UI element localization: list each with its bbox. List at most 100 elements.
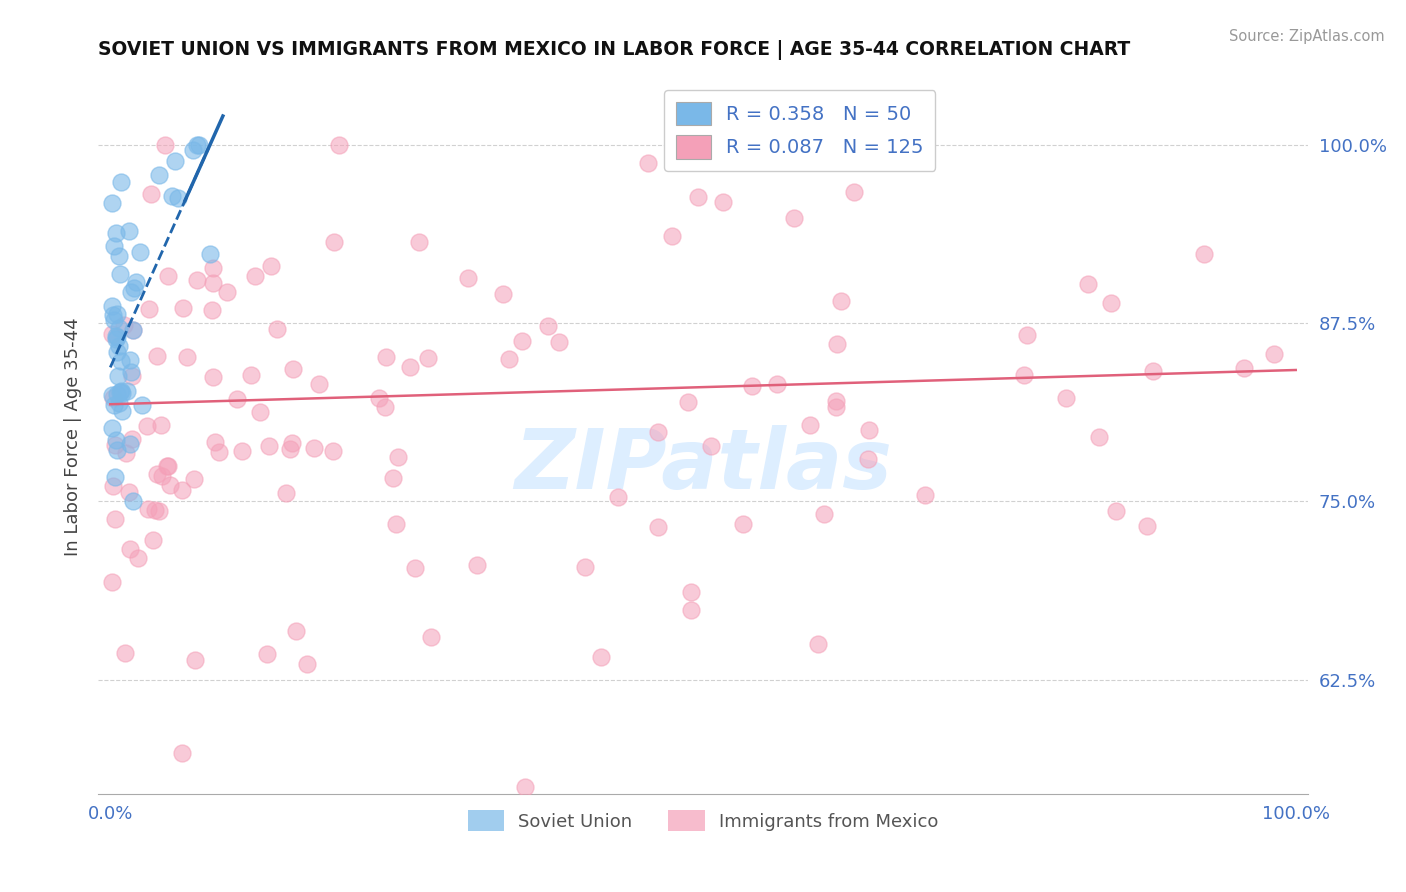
Point <box>121 324 143 338</box>
Point <box>681 585 703 599</box>
Point <box>145 349 167 363</box>
Point <box>813 508 835 522</box>
Point <box>711 194 734 209</box>
Point <box>852 137 875 152</box>
Point <box>1077 277 1099 292</box>
Point <box>103 479 125 493</box>
Point <box>457 271 479 285</box>
Point <box>1017 327 1039 342</box>
Point <box>1105 504 1128 518</box>
Point <box>148 504 170 518</box>
Point <box>276 486 298 500</box>
Point <box>103 313 125 327</box>
Point <box>105 329 128 343</box>
Point <box>165 153 187 168</box>
Point <box>114 646 136 660</box>
Point <box>1233 361 1256 376</box>
Point <box>647 425 669 440</box>
Point <box>108 395 131 409</box>
Point <box>120 365 142 379</box>
Point <box>105 330 128 344</box>
Point <box>385 516 408 531</box>
Point <box>240 368 263 383</box>
Point <box>110 384 132 399</box>
Point <box>127 551 149 566</box>
Point <box>399 359 422 374</box>
Point <box>101 299 124 313</box>
Point <box>323 235 346 249</box>
Point <box>606 491 628 505</box>
Point <box>176 350 198 364</box>
Point <box>498 352 520 367</box>
Point <box>156 268 179 283</box>
Point <box>110 386 132 401</box>
Point <box>328 137 350 152</box>
Legend: Soviet Union, Immigrants from Mexico: Soviet Union, Immigrants from Mexico <box>460 803 946 838</box>
Point <box>513 780 536 794</box>
Point <box>115 446 138 460</box>
Point <box>1194 246 1216 260</box>
Point <box>382 471 405 485</box>
Point <box>181 143 204 157</box>
Point <box>387 450 409 464</box>
Point <box>647 520 669 534</box>
Point <box>249 405 271 419</box>
Point <box>167 191 190 205</box>
Point <box>172 746 194 760</box>
Point <box>681 603 703 617</box>
Point <box>104 332 127 346</box>
Point <box>153 137 176 152</box>
Point <box>322 444 344 458</box>
Point <box>121 369 143 384</box>
Point <box>420 630 443 644</box>
Point <box>243 268 266 283</box>
Point <box>145 467 167 482</box>
Point <box>465 558 488 573</box>
Point <box>105 387 128 401</box>
Point <box>170 483 193 498</box>
Point <box>285 624 308 638</box>
Point <box>807 637 830 651</box>
Point <box>283 361 305 376</box>
Point <box>1054 392 1077 406</box>
Point <box>280 442 302 456</box>
Point <box>105 227 128 241</box>
Point <box>118 352 141 367</box>
Point <box>914 488 936 502</box>
Point <box>143 503 166 517</box>
Point <box>201 302 224 317</box>
Point <box>266 322 288 336</box>
Point <box>136 502 159 516</box>
Text: Source: ZipAtlas.com: Source: ZipAtlas.com <box>1229 29 1385 44</box>
Point <box>108 385 131 400</box>
Point <box>589 649 612 664</box>
Point <box>110 353 132 368</box>
Point <box>112 318 135 332</box>
Point <box>101 388 124 402</box>
Point <box>115 384 138 398</box>
Point <box>830 294 852 309</box>
Point <box>104 437 127 451</box>
Text: ZIPatlas: ZIPatlas <box>515 425 891 506</box>
Point <box>107 339 129 353</box>
Point <box>105 443 128 458</box>
Point <box>101 327 124 342</box>
Point <box>765 377 787 392</box>
Point <box>404 560 426 574</box>
Point <box>120 285 142 299</box>
Point <box>226 392 249 406</box>
Point <box>574 560 596 574</box>
Point <box>184 653 207 667</box>
Point <box>856 451 879 466</box>
Point <box>256 647 278 661</box>
Point <box>105 306 128 320</box>
Point <box>103 398 125 412</box>
Point <box>159 477 181 491</box>
Point <box>700 439 723 453</box>
Point <box>148 169 170 183</box>
Point <box>548 335 571 350</box>
Point <box>208 445 231 459</box>
Point <box>1263 347 1285 361</box>
Point <box>156 459 179 474</box>
Point <box>107 368 129 383</box>
